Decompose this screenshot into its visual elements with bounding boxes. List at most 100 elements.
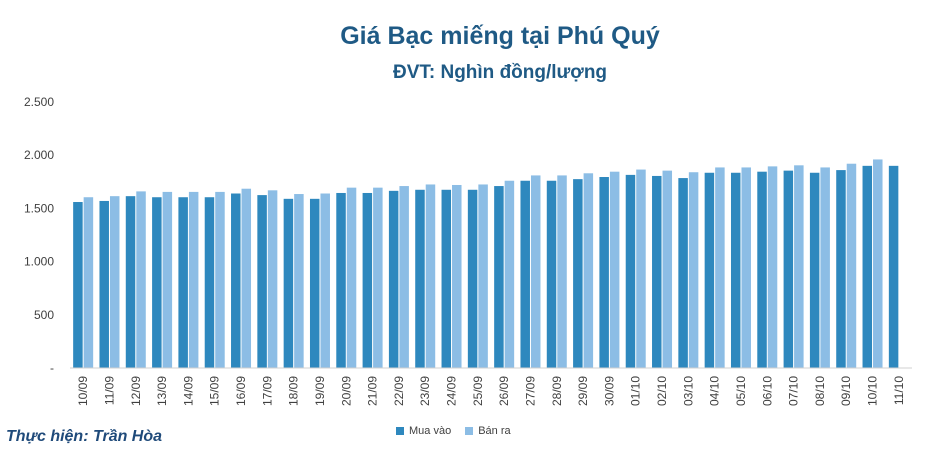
x-tick-label: 15/09 <box>208 376 222 406</box>
y-tick-label: 2.500 <box>24 95 54 109</box>
bar-ban-ra <box>373 187 383 368</box>
bar-ban-ra <box>452 184 462 368</box>
x-tick-label: 18/09 <box>287 376 301 406</box>
bar-mua-vao <box>546 180 557 368</box>
x-tick-label: 02/10 <box>655 376 669 406</box>
bar-ban-ra <box>188 191 199 368</box>
x-tick-label: 27/09 <box>523 376 537 406</box>
x-tick-label: 12/09 <box>129 376 143 406</box>
chart-subtitle: ĐVT: Nghìn đồng/lượng <box>392 62 608 83</box>
legend-label-ban-ra: Bán ra <box>478 425 511 437</box>
bar-mua-vao <box>204 197 215 368</box>
bar-mua-vao <box>678 178 688 368</box>
bar-ban-ra <box>609 171 620 368</box>
bar-ban-ra <box>715 167 725 368</box>
bar-ban-ra <box>83 197 94 368</box>
x-tick-label: 21/09 <box>366 376 380 406</box>
credit-text: Thực hiện: Trần Hòa <box>6 428 163 445</box>
x-tick-label: 09/10 <box>839 376 853 406</box>
bar-mua-vao <box>73 202 83 368</box>
x-tick-label: 10/09 <box>76 376 90 406</box>
x-tick-label: 06/10 <box>760 376 774 406</box>
bar-mua-vao <box>362 192 373 368</box>
legend-swatch-ban-ra <box>465 427 474 435</box>
bar-mua-vao <box>152 197 162 368</box>
bar-mua-vao <box>494 186 504 368</box>
bar-ban-ra <box>504 180 515 368</box>
bar-mua-vao <box>862 165 873 368</box>
bar-mua-vao <box>888 165 899 368</box>
bar-mua-vao <box>231 193 241 368</box>
bar-ban-ra <box>346 187 357 368</box>
x-tick-label: 26/09 <box>497 376 511 406</box>
bar-ban-ra <box>557 175 567 368</box>
bar-mua-vao <box>836 170 846 368</box>
x-tick-label: 08/10 <box>813 376 827 406</box>
bar-mua-vao <box>520 180 530 368</box>
x-tick-label: 10/10 <box>866 376 880 406</box>
y-tick-label: 1.500 <box>24 201 54 215</box>
bar-mua-vao <box>809 172 820 368</box>
x-tick-label: 17/09 <box>260 376 274 406</box>
bar-ban-ra <box>873 159 883 368</box>
legend-item-mua-vao: Mua vào <box>396 425 451 437</box>
bar-mua-vao <box>757 171 767 368</box>
bar-mua-vao <box>99 200 109 368</box>
bar-mua-vao <box>178 197 188 368</box>
x-tick-label: 20/09 <box>339 376 353 406</box>
x-tick-label: 25/09 <box>471 376 485 406</box>
bar-mua-vao <box>336 192 346 368</box>
y-tick-label: 1.000 <box>24 255 54 269</box>
bar-ban-ra <box>215 191 225 368</box>
x-tick-label: 13/09 <box>155 376 169 406</box>
x-tick-label: 28/09 <box>550 376 564 406</box>
x-tick-label: 19/09 <box>313 376 327 406</box>
bar-ban-ra <box>399 186 409 368</box>
bar-mua-vao <box>125 196 136 368</box>
x-tick-label: 30/09 <box>602 376 616 406</box>
bar-mua-vao <box>467 189 478 368</box>
bar-ban-ra <box>741 167 751 368</box>
bar-ban-ra <box>162 191 173 368</box>
x-tick-label: 14/09 <box>181 376 195 406</box>
bar-ban-ra <box>767 166 778 368</box>
y-tick-label: - <box>50 361 54 375</box>
bar-ban-ra <box>530 175 541 368</box>
y-tick-label: 500 <box>34 308 54 322</box>
bar-ban-ra <box>241 188 252 368</box>
bar-ban-ra <box>662 170 673 368</box>
bar-ban-ra <box>846 163 857 368</box>
bar-mua-vao <box>730 172 741 368</box>
bar-ban-ra <box>688 172 699 368</box>
x-tick-label: 11/10 <box>892 376 906 405</box>
y-tick-label: 2.000 <box>24 148 54 162</box>
x-tick-label: 16/09 <box>234 376 248 406</box>
x-tick-label: 03/10 <box>681 376 695 406</box>
bar-ban-ra <box>636 169 646 368</box>
legend-swatch-mua-vao <box>396 427 404 435</box>
legend-item-ban-ra: Bán ra <box>465 425 511 437</box>
bar-mua-vao <box>441 189 452 368</box>
bar-mua-vao <box>388 190 399 368</box>
bar-mua-vao <box>415 189 425 368</box>
bar-mua-vao <box>257 195 267 368</box>
bar-ban-ra <box>425 184 436 368</box>
x-tick-label: 04/10 <box>708 376 722 406</box>
x-tick-label: 23/09 <box>418 376 432 406</box>
x-tick-label: 07/10 <box>787 376 801 406</box>
bar-ban-ra <box>320 193 330 368</box>
bar-ban-ra <box>267 190 278 368</box>
x-tick-label: 29/09 <box>576 376 590 406</box>
bar-ban-ra <box>583 173 594 368</box>
bar-ban-ra <box>294 194 304 368</box>
bar-mua-vao <box>573 179 583 368</box>
chart-title: Giá Bạc miếng tại Phú Quý <box>340 22 660 50</box>
bar-ban-ra <box>136 191 146 368</box>
bar-mua-vao <box>309 198 320 368</box>
x-tick-label: 11/09 <box>102 376 116 405</box>
bar-ban-ra <box>109 196 120 368</box>
bar-ban-ra <box>478 184 488 368</box>
x-tick-label: 24/09 <box>445 376 459 406</box>
x-tick-label: 05/10 <box>734 376 748 406</box>
bar-mua-vao <box>599 177 609 368</box>
